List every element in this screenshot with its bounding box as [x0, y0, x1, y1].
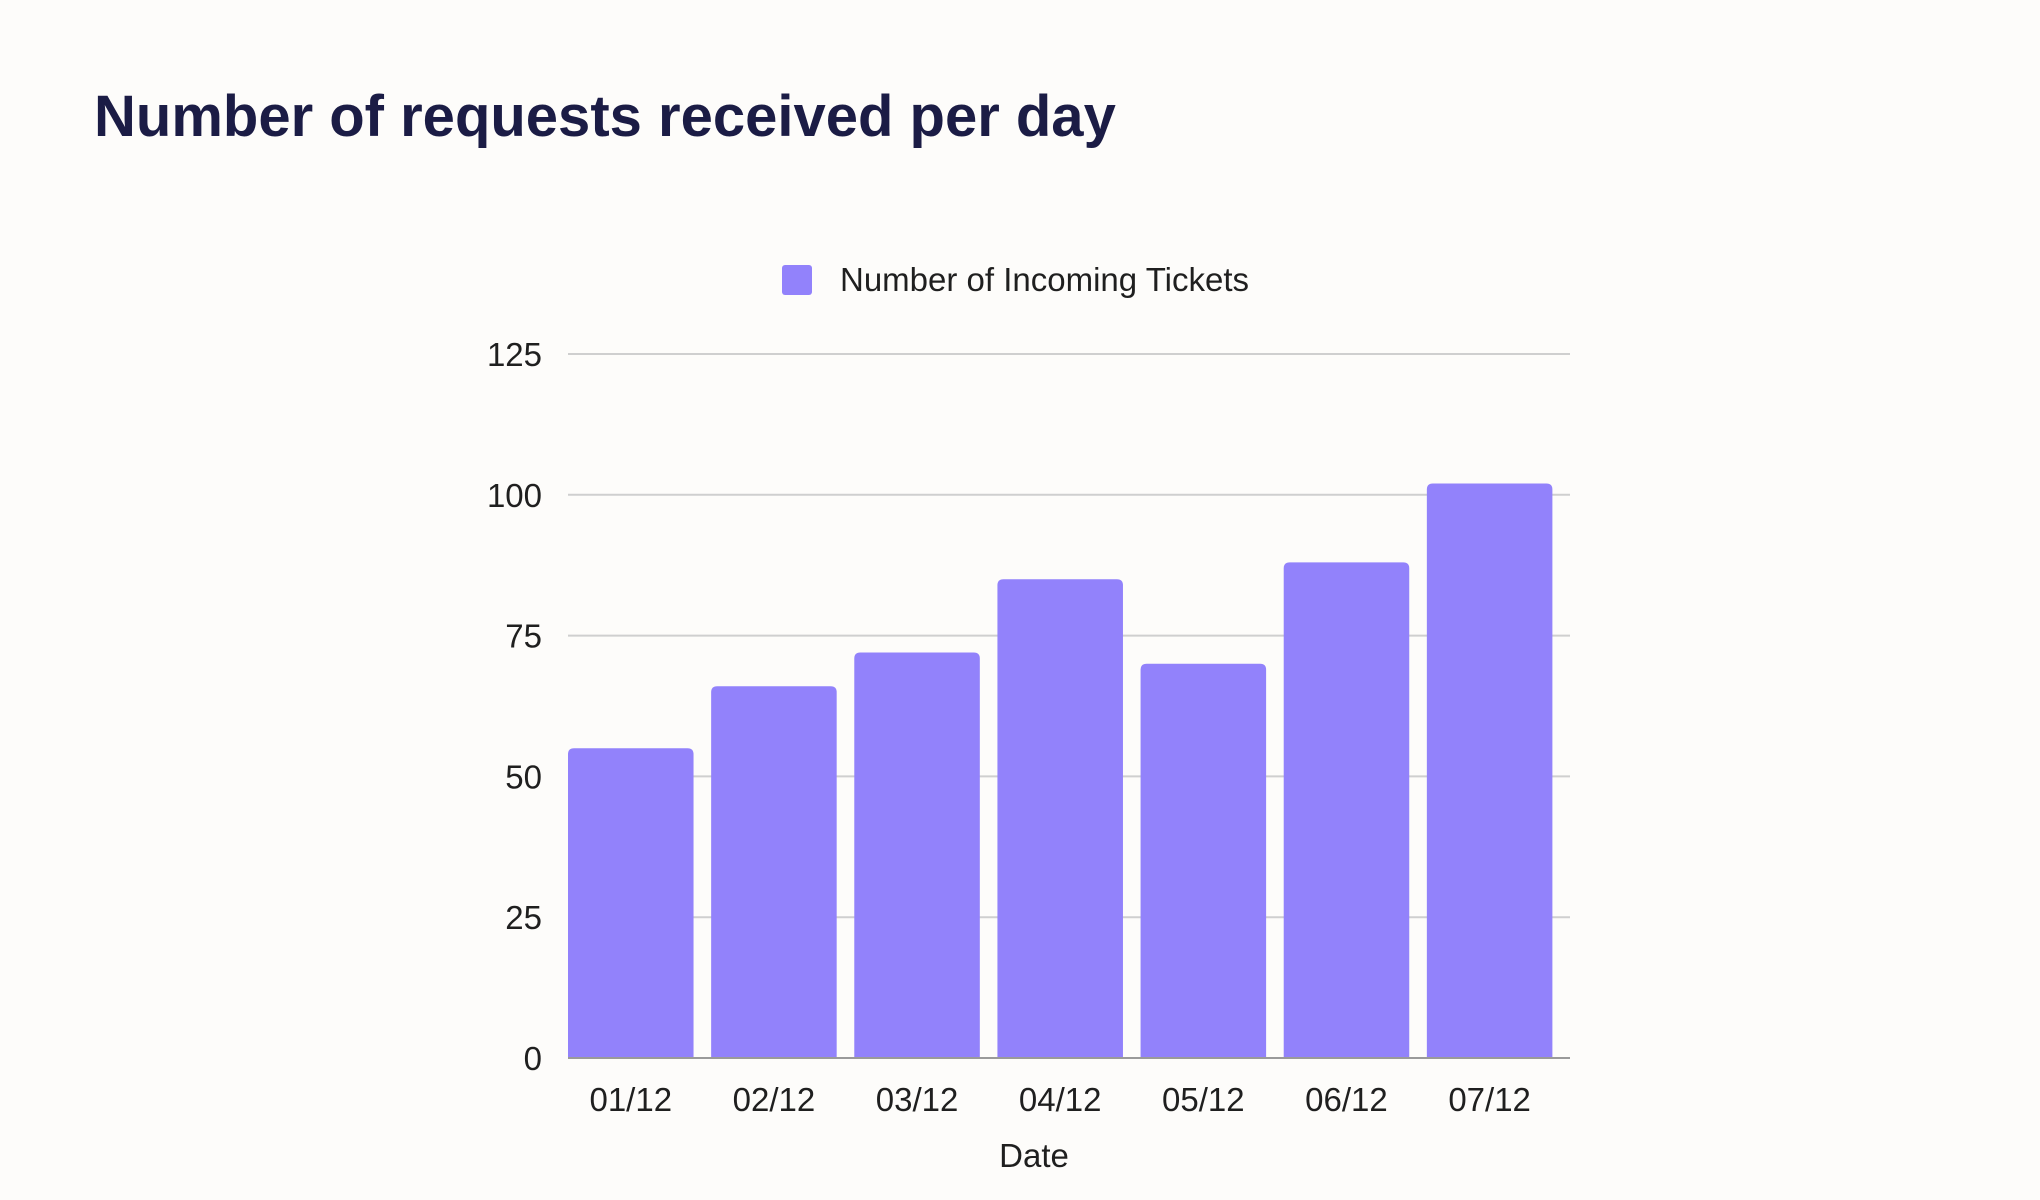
bar-03-12 — [854, 652, 980, 1058]
y-tick-label: 25 — [505, 899, 542, 936]
bar-01-12 — [568, 748, 694, 1058]
x-tick-label: 05/12 — [1162, 1081, 1245, 1118]
bar-07-12 — [1426, 483, 1553, 1058]
y-tick-label: 75 — [505, 618, 542, 655]
y-tick-label: 100 — [487, 477, 542, 514]
bars — [568, 483, 1553, 1058]
y-tick-label: 125 — [487, 336, 542, 373]
x-tick-label: 01/12 — [589, 1081, 672, 1118]
chart-legend: Number of Incoming Tickets — [782, 261, 1249, 298]
y-tick-label: 0 — [524, 1040, 542, 1077]
page-title: Number of requests received per day — [94, 84, 1116, 149]
legend-swatch — [782, 265, 812, 295]
legend-label: Number of Incoming Tickets — [840, 261, 1249, 298]
bar-06-12 — [1283, 562, 1410, 1058]
bar-05-12 — [1140, 663, 1267, 1058]
x-axis-label: Date — [999, 1137, 1069, 1174]
x-axis-ticks: 01/12 02/12 03/12 04/12 05/12 06/12 07/12 — [589, 1081, 1530, 1118]
x-tick-label: 04/12 — [1019, 1081, 1102, 1118]
y-tick-label: 50 — [505, 758, 542, 795]
y-axis-ticks: 0 25 50 75 100 125 — [487, 336, 542, 1077]
x-tick-label: 07/12 — [1448, 1081, 1531, 1118]
x-tick-label: 03/12 — [876, 1081, 959, 1118]
bar-04-12 — [997, 579, 1123, 1058]
bar-02-12 — [711, 686, 837, 1058]
x-tick-label: 02/12 — [733, 1081, 816, 1118]
x-tick-label: 06/12 — [1305, 1081, 1388, 1118]
